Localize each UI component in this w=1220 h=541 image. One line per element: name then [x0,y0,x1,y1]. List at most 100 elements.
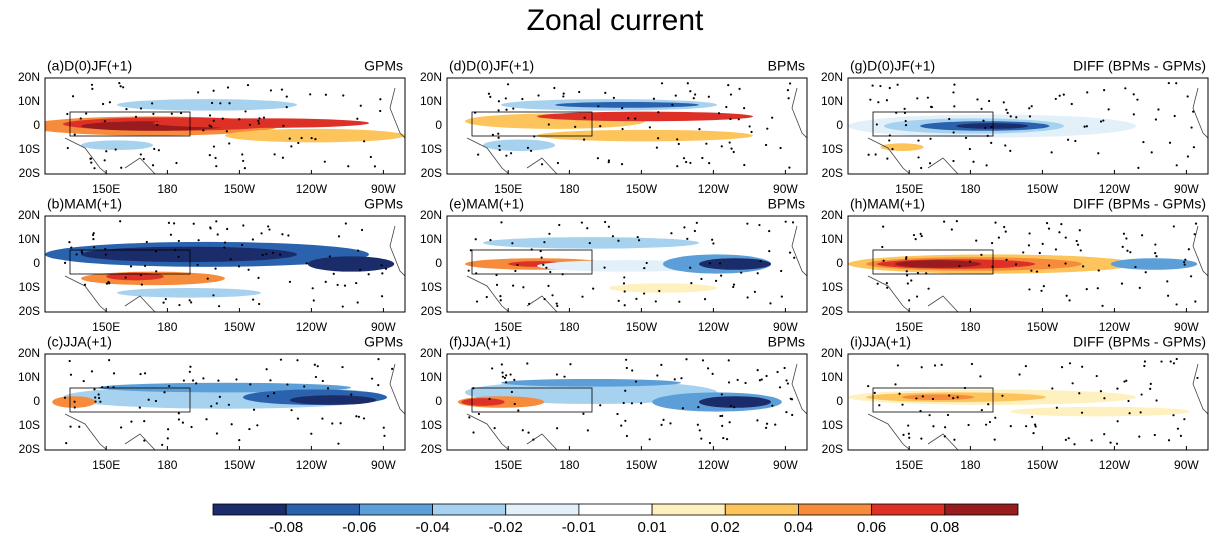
map [457,358,807,450]
panel-group: DIFF (BPMs - GPMs) [1073,58,1206,74]
lon-label: 150W [626,182,658,196]
colorbar-box [358,503,433,516]
colorbar-label: 0.06 [857,519,886,536]
panel-group: DIFF (BPMs - GPMs) [1073,334,1206,350]
colorbar-box [432,503,507,516]
lon-label: 180 [157,458,177,472]
lon-label: 150W [224,458,256,472]
lon-label: 150W [224,320,256,334]
colorbar-label: -0.02 [489,519,523,536]
lon-label: 120W [1099,458,1131,472]
lat-label: 20N [420,70,442,84]
map [848,81,1208,174]
panel-label: (i)JJA(+1) [850,334,911,350]
lon-label: 150W [626,320,658,334]
lon-label: 120W [296,320,328,334]
lat-label: 10N [18,94,40,108]
lon-label: 180 [960,182,980,196]
lat-label: 0 [33,118,40,132]
map-frame [847,353,1209,451]
lon-label: 120W [1099,320,1131,334]
lat-label: 10N [821,232,843,246]
lon-label: 180 [559,182,579,196]
lon-label: 150E [494,182,522,196]
lon-label: 150E [494,458,522,472]
map-frame [446,353,808,451]
colorbar-box [651,503,726,516]
lat-label: 10N [420,232,442,246]
lon-label: 90W [1174,320,1199,334]
lon-label: 90W [371,458,396,472]
lon-label: 180 [157,182,177,196]
lat-label: 20N [420,346,442,360]
panel-group: BPMs [768,58,805,74]
lat-label: 20S [19,442,40,456]
lon-label: 180 [559,320,579,334]
lon-label: 90W [1174,458,1199,472]
colorbar-box [871,503,946,516]
map [52,358,405,450]
lat-label: 10N [420,370,442,384]
colorbar-label: -0.01 [562,519,596,536]
lat-label: 10S [421,418,442,432]
colorbar-box [578,503,653,516]
lat-label: 20S [822,304,843,318]
lon-label: 120W [1099,182,1131,196]
lat-label: 10S [19,142,40,156]
map-frame [44,215,406,313]
colorbar-box [798,503,873,516]
lat-label: 20S [421,304,442,318]
lon-label: 90W [371,182,396,196]
lat-label: 20N [821,208,843,222]
map-frame [44,353,406,451]
lat-label: 20N [821,70,843,84]
lat-label: 10N [821,370,843,384]
colorbar-label: 0.04 [784,519,813,536]
lon-label: 120W [698,320,730,334]
map [465,82,807,174]
colorbar-box [724,503,799,516]
colorbar-label: 0.08 [930,519,959,536]
lat-label: 0 [836,118,843,132]
lon-label: 120W [698,182,730,196]
panel-group: BPMs [768,334,805,350]
lat-label: 0 [435,394,442,408]
lon-label: 180 [960,320,980,334]
panel-group: GPMs [364,334,403,350]
colorbar-box [285,503,360,516]
lat-label: 20S [822,442,843,456]
lat-label: 10N [420,94,442,108]
lon-label: 150W [626,458,658,472]
map-frame [446,215,808,313]
lon-label: 90W [371,320,396,334]
panel-label: (a)D(0)JF(+1) [47,58,132,74]
lon-label: 150W [1027,182,1059,196]
colorbar-box [944,503,1019,516]
lon-label: 150E [494,320,522,334]
lat-label: 20N [18,70,40,84]
lat-label: 10S [19,418,40,432]
lat-label: 20S [421,442,442,456]
colorbar-label: -0.04 [415,519,449,536]
lon-label: 120W [296,458,328,472]
lat-label: 10S [421,142,442,156]
lon-label: 180 [157,320,177,334]
map [465,220,807,312]
lat-label: 20S [822,166,843,180]
panel-group: DIFF (BPMs - GPMs) [1073,196,1206,212]
map-frame [847,77,1209,175]
figure-title: Zonal current [527,4,704,37]
map [45,220,405,312]
lat-label: 0 [435,118,442,132]
panel-group: GPMs [364,196,403,212]
map [45,81,405,174]
lon-label: 90W [773,458,798,472]
lon-label: 90W [1174,182,1199,196]
panel-group: BPMs [768,196,805,212]
lat-label: 10N [821,94,843,108]
lon-label: 150E [895,182,923,196]
lon-label: 150E [92,182,120,196]
lon-label: 90W [773,320,798,334]
panel-label: (b)MAM(+1) [47,196,122,212]
